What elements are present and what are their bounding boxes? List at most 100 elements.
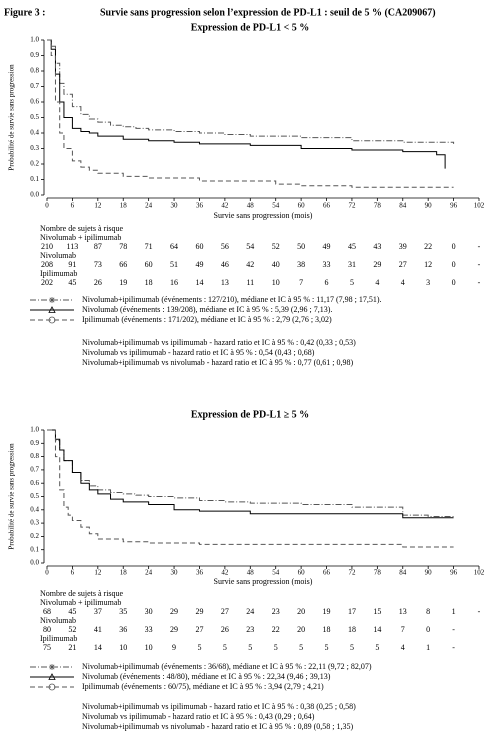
risk-count: 54 [246, 242, 254, 251]
risk-count: 0 [452, 242, 456, 251]
risk-count: 0 [452, 260, 456, 269]
hazard-ratio: Nivolumab+ipilimumab vs nivolumab - haza… [82, 358, 353, 367]
x-tick-label: 48 [247, 569, 255, 577]
y-tick-label: 0.8 [30, 67, 39, 75]
risk-count: 29 [373, 260, 381, 269]
risk-count: 78 [119, 242, 127, 251]
risk-count: 14 [94, 643, 102, 652]
y-tick-label: 0.4 [30, 505, 39, 513]
risk-count: 60 [145, 260, 153, 269]
risk-count: 5 [350, 643, 354, 652]
risk-group-name: Nivolumab [40, 616, 76, 625]
panel-title: Expression de PD-L1 ≥ 5 % [191, 409, 309, 420]
risk-group-name: Ipilimumab [40, 634, 77, 643]
risk-count: 210 [41, 242, 53, 251]
risk-count: 13 [399, 607, 407, 616]
risk-count: 21 [68, 643, 76, 652]
legend-marker [48, 306, 56, 313]
risk-count: 75 [43, 643, 51, 652]
risk-count: 1 [426, 643, 430, 652]
x-tick-label: 102 [474, 202, 485, 210]
y-tick-label: 0.1 [30, 545, 39, 553]
x-tick-label: 72 [348, 569, 356, 577]
y-tick-label: 0.6 [30, 98, 39, 106]
x-tick-label: 24 [145, 202, 153, 210]
legend-marker [48, 316, 56, 324]
risk-count: 60 [195, 242, 203, 251]
survival-curve [47, 429, 454, 548]
risk-count: 20 [297, 625, 305, 634]
x-tick-label: 12 [94, 569, 102, 577]
y-tick-label: 0.3 [30, 144, 39, 152]
survival-curve [47, 39, 455, 144]
x-tick-label: 36 [196, 569, 204, 577]
risk-count: 18 [348, 625, 356, 634]
risk-count: 15 [373, 607, 381, 616]
risk-count: 36 [119, 625, 127, 634]
y-tick-label: 0.9 [30, 51, 39, 59]
y-tick-label: 0.5 [30, 492, 39, 500]
figure-title: Survie sans progression selon l’expressi… [100, 7, 436, 18]
risk-count: 33 [323, 260, 331, 269]
y-tick-label: 0.7 [30, 466, 39, 474]
x-tick-label: 96 [450, 569, 458, 577]
y-tick-label: 0.3 [30, 519, 39, 527]
x-tick-label: 42 [221, 569, 229, 577]
risk-count: 8 [426, 607, 430, 616]
risk-count: 64 [170, 242, 178, 251]
risk-count: - [478, 242, 481, 251]
risk-count: 30 [145, 607, 153, 616]
x-tick-label: 90 [425, 569, 433, 577]
risk-count: 52 [68, 625, 76, 634]
risk-count: 73 [94, 260, 102, 269]
x-tick-label: 66 [323, 569, 331, 577]
x-tick-label: 0 [45, 202, 49, 210]
risk-count: 5 [350, 278, 354, 287]
risk-count: 39 [399, 242, 407, 251]
x-axis-label: Survie sans progression (mois) [214, 211, 313, 220]
risk-count: 16 [170, 278, 178, 287]
x-tick-label: 48 [247, 202, 255, 210]
legend-label: Nivolumab (événements : 139/208), médian… [82, 305, 332, 314]
risk-count: 41 [94, 625, 102, 634]
risk-count: 56 [221, 242, 229, 251]
y-tick-label: 0.5 [30, 113, 39, 121]
risk-count: - [478, 278, 481, 287]
risk-count: 46 [221, 260, 229, 269]
x-tick-label: 6 [71, 569, 75, 577]
x-tick-label: 78 [374, 569, 382, 577]
risk-count: 19 [323, 607, 331, 616]
x-tick-label: 102 [474, 569, 485, 577]
x-tick-label: 0 [45, 569, 49, 577]
hazard-ratio: Nivolumab+ipilimumab vs ipilimumab - haz… [82, 702, 356, 711]
hazard-ratio: Nivolumab+ipilimumab vs ipilimumab - haz… [82, 338, 356, 347]
risk-count: 17 [348, 607, 356, 616]
x-tick-label: 96 [450, 202, 458, 210]
risk-count: 50 [297, 242, 305, 251]
risk-count: 45 [348, 242, 356, 251]
hazard-ratio: Nivolumab vs ipilimumab - hazard ratio e… [82, 712, 315, 721]
x-tick-label: 60 [298, 569, 306, 577]
risk-count: 29 [195, 607, 203, 616]
risk-count: 10 [272, 278, 280, 287]
legend-marker [48, 683, 56, 691]
legend-label: Nivolumab+ipilimumab (événements : 36/68… [82, 662, 372, 671]
risk-count: 45 [68, 278, 76, 287]
y-axis-label: Probabilité de survie sans progression [8, 443, 16, 550]
risk-count: 4 [401, 643, 405, 652]
risk-count: 12 [424, 260, 432, 269]
risk-count: 68 [43, 607, 51, 616]
risk-count: 51 [170, 260, 178, 269]
risk-count: 202 [41, 278, 53, 287]
risk-count: 4 [401, 278, 405, 287]
risk-count: 14 [195, 278, 203, 287]
risk-count: 49 [195, 260, 203, 269]
risk-count: 22 [272, 625, 280, 634]
risk-count: 113 [67, 242, 79, 251]
x-tick-label: 30 [171, 569, 179, 577]
risk-count: - [478, 260, 481, 269]
risk-count: 5 [248, 643, 252, 652]
risk-count: 31 [348, 260, 356, 269]
x-tick-label: 84 [399, 202, 407, 210]
x-tick-label: 84 [399, 569, 407, 577]
